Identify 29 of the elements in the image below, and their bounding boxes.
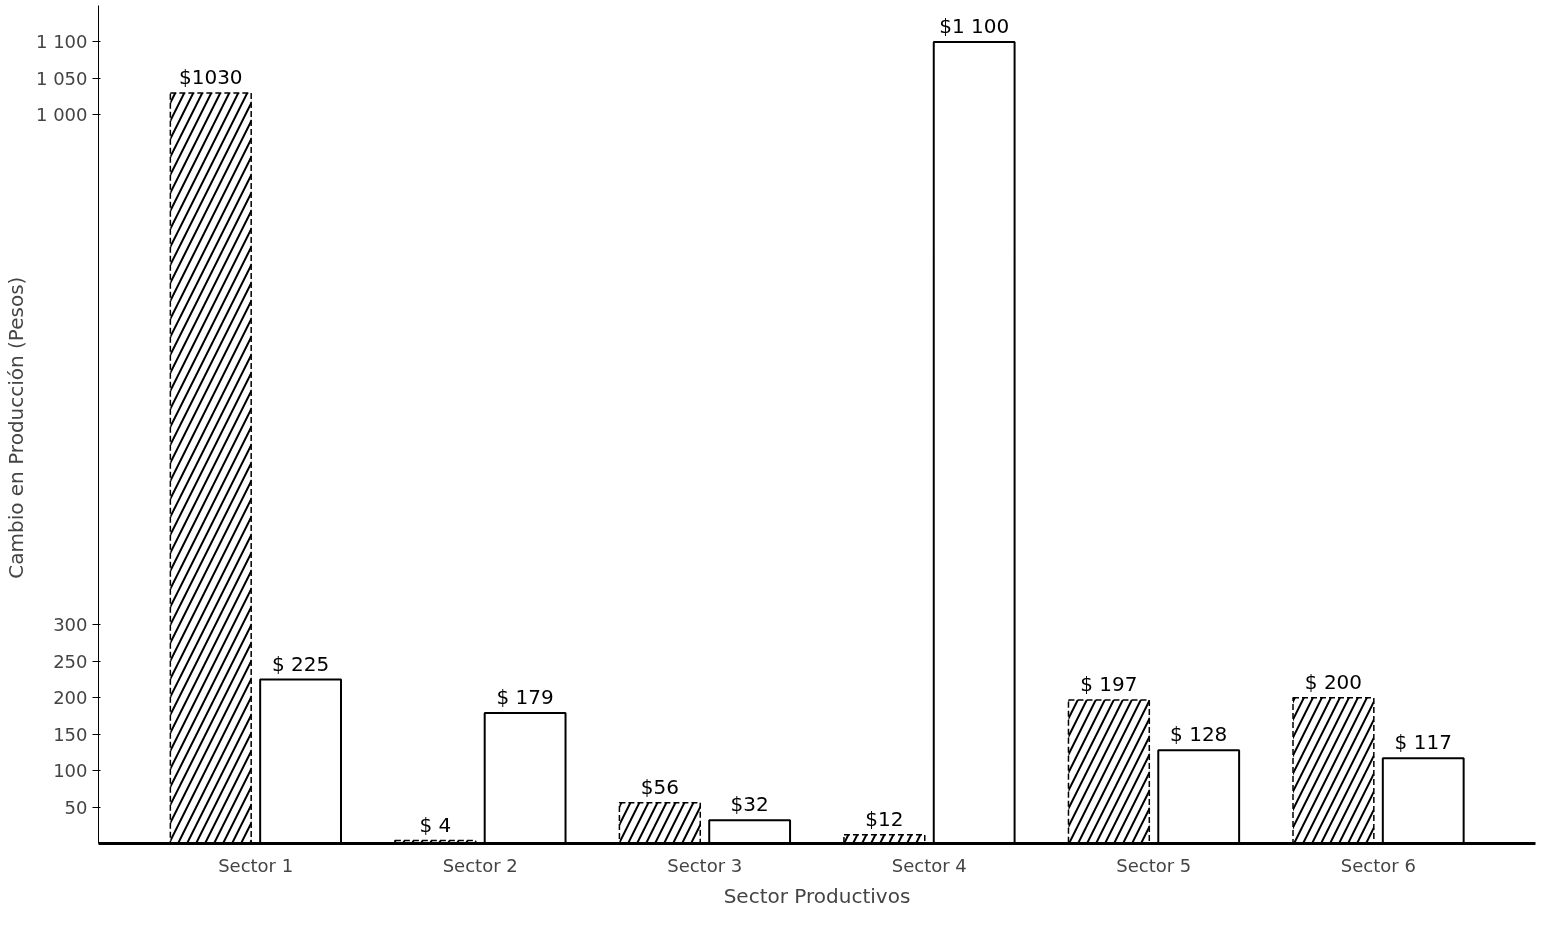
x-axis-title: Sector Productivos — [723, 883, 911, 908]
data-label: $1 100 — [939, 13, 1010, 38]
x-tick-label: Sector 3 — [667, 854, 743, 876]
y-tick-label: 100 — [53, 760, 88, 782]
y-tick-label: 50 — [64, 796, 88, 818]
y-tick-label: 1 100 — [35, 31, 88, 53]
x-tick-label: Sector 6 — [1340, 854, 1416, 876]
y-axis-title: Cambio en Producción (Pesos) — [3, 276, 28, 579]
data-label: $32 — [730, 792, 769, 817]
data-label: $ 200 — [1304, 669, 1363, 694]
data-label: $12 — [865, 806, 904, 831]
y-tick-label: 200 — [53, 687, 88, 709]
y-tick-label: 1 000 — [35, 104, 88, 126]
y-tick-label: 150 — [53, 723, 88, 745]
data-label: $ 117 — [1394, 730, 1452, 755]
data-label: $ 128 — [1170, 722, 1228, 747]
y-tick-label: 1 050 — [35, 67, 88, 89]
data-label: $1030 — [178, 64, 243, 89]
x-tick-label: Sector 1 — [218, 854, 294, 876]
data-label: $ 179 — [496, 685, 554, 710]
x-tick-label: Sector 2 — [442, 854, 518, 876]
x-tick-label: Sector 5 — [1116, 854, 1192, 876]
data-label: $56 — [640, 774, 679, 799]
data-label: $ 225 — [271, 651, 330, 676]
y-tick-label: 300 — [53, 614, 88, 636]
x-tick-label: Sector 4 — [891, 854, 967, 876]
y-tick-label: 250 — [53, 650, 88, 672]
data-label: $ 4 — [419, 812, 452, 837]
data-label: $ 197 — [1080, 671, 1138, 696]
